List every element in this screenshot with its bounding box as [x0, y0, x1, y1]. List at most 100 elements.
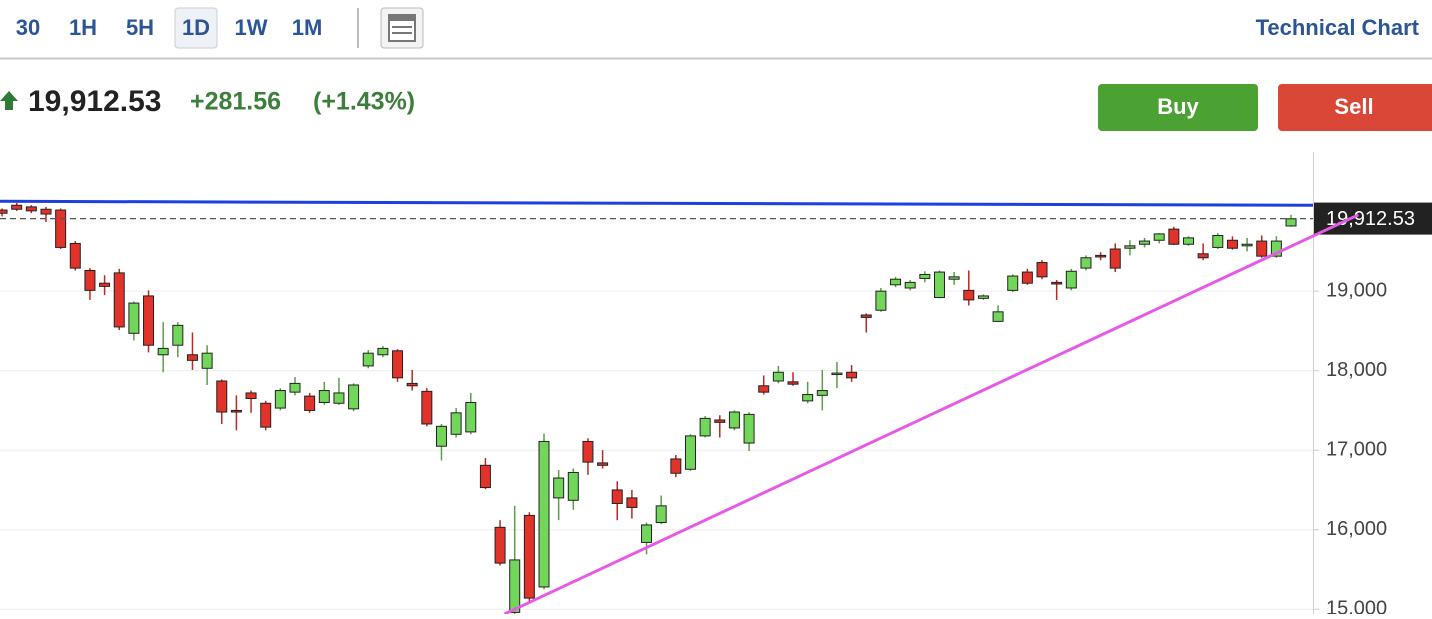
icon-bar	[389, 15, 415, 21]
candle-body	[992, 311, 1004, 322]
candle-body	[948, 276, 960, 280]
candle-body	[318, 390, 330, 403]
candle-body	[260, 402, 272, 428]
candle-body	[1182, 237, 1194, 245]
candle-body	[143, 295, 155, 346]
candle-body	[230, 409, 242, 413]
candle-body	[84, 269, 96, 291]
candle-body	[714, 419, 726, 423]
layout-icon[interactable]	[380, 7, 424, 49]
candle-body	[699, 417, 711, 437]
selected-range-bg[interactable]	[174, 7, 218, 49]
range-button[interactable]: 1D	[182, 15, 210, 40]
candle-body	[406, 382, 418, 387]
candle-body	[684, 435, 696, 470]
chart: 15,000 16,000 17,000 18,000 19,000 19,912.53	[0, 152, 1432, 619]
range-button[interactable]: 1W	[235, 15, 268, 40]
range-button[interactable]: 5H	[126, 15, 154, 40]
candle-body	[0, 209, 8, 214]
change-percent: (+1.43%)	[313, 88, 415, 116]
candle-body	[831, 372, 843, 376]
candle-body	[494, 526, 506, 564]
candle-body	[479, 464, 491, 489]
candle-body	[904, 281, 916, 289]
candle-body	[1007, 275, 1019, 291]
candle-body	[977, 295, 989, 299]
y-tick-label: 16,000	[1326, 518, 1387, 540]
candle-body	[289, 382, 301, 393]
candle-body	[1109, 248, 1121, 269]
buy-label[interactable]: Buy	[1157, 94, 1199, 119]
range-button[interactable]: 1H	[69, 15, 97, 40]
candle-body	[787, 381, 799, 385]
change: +281.56	[190, 88, 281, 116]
candle-body	[743, 413, 755, 444]
candle-body	[1036, 262, 1048, 278]
candle-body	[567, 471, 579, 501]
candle-body	[157, 347, 169, 356]
candle-body	[728, 411, 740, 429]
candle-body	[392, 350, 404, 379]
candle-body	[597, 462, 609, 466]
candle-body	[55, 209, 67, 248]
candle-body	[1153, 233, 1165, 241]
candle-body	[11, 204, 23, 210]
range-button[interactable]: 1M	[292, 15, 323, 40]
buy-button-bg[interactable]	[1098, 84, 1258, 131]
candle-body	[274, 390, 286, 409]
candle-body	[772, 371, 784, 382]
candle-body	[1065, 270, 1077, 289]
candle-body	[1168, 228, 1180, 245]
candle-body	[553, 477, 565, 499]
candle-body	[1270, 240, 1282, 257]
candle-body	[40, 208, 52, 215]
candle-body	[890, 278, 902, 286]
price: 19,912.53	[28, 85, 161, 118]
candle-body	[523, 514, 535, 599]
candle-body	[362, 352, 374, 367]
candle-body	[1241, 243, 1253, 247]
candle-body	[245, 392, 257, 400]
candle-body	[304, 395, 316, 411]
candle-body	[933, 271, 945, 299]
candle-body	[802, 394, 814, 402]
candle-body	[172, 324, 184, 346]
candle-body	[509, 559, 521, 613]
candle-body	[816, 390, 828, 396]
candle-body	[128, 302, 140, 334]
candle-body	[846, 371, 858, 379]
range-button[interactable]: 30	[16, 15, 40, 40]
candle-body	[465, 401, 477, 433]
candle-body	[450, 412, 462, 435]
candle-body	[641, 524, 653, 543]
candle-body	[99, 282, 111, 287]
candle-body	[655, 505, 667, 524]
candle-body	[201, 352, 213, 369]
candle-body	[1051, 281, 1063, 285]
candle-body	[348, 384, 360, 410]
sell-button[interactable]: Sell	[1278, 84, 1432, 131]
candle-body	[963, 289, 975, 301]
candle-body	[582, 440, 594, 463]
last-price-box	[1314, 202, 1432, 235]
toolbar: 30 1H 5H 1D 1W 1M	[16, 7, 323, 49]
candle-body	[1139, 240, 1151, 245]
y-tick-label: 18,000	[1326, 359, 1387, 381]
sell-label[interactable]: Sell	[1334, 94, 1373, 119]
sell-button-bg[interactable]	[1278, 84, 1432, 131]
candle-body	[611, 489, 623, 504]
candle-body	[1095, 254, 1107, 258]
candle-body	[1256, 240, 1268, 257]
buy-button[interactable]: Buy	[1098, 84, 1258, 131]
technical-chart-link[interactable]: Technical Chart	[1256, 15, 1420, 40]
candle-body	[113, 272, 125, 328]
candle-body	[1197, 253, 1209, 259]
y-tick-label: 15,000	[1326, 598, 1387, 614]
candle-body	[186, 354, 198, 361]
candle-body	[333, 392, 345, 404]
candle-body	[69, 242, 81, 269]
candle-body	[1226, 239, 1238, 249]
up-arrow	[0, 91, 18, 110]
